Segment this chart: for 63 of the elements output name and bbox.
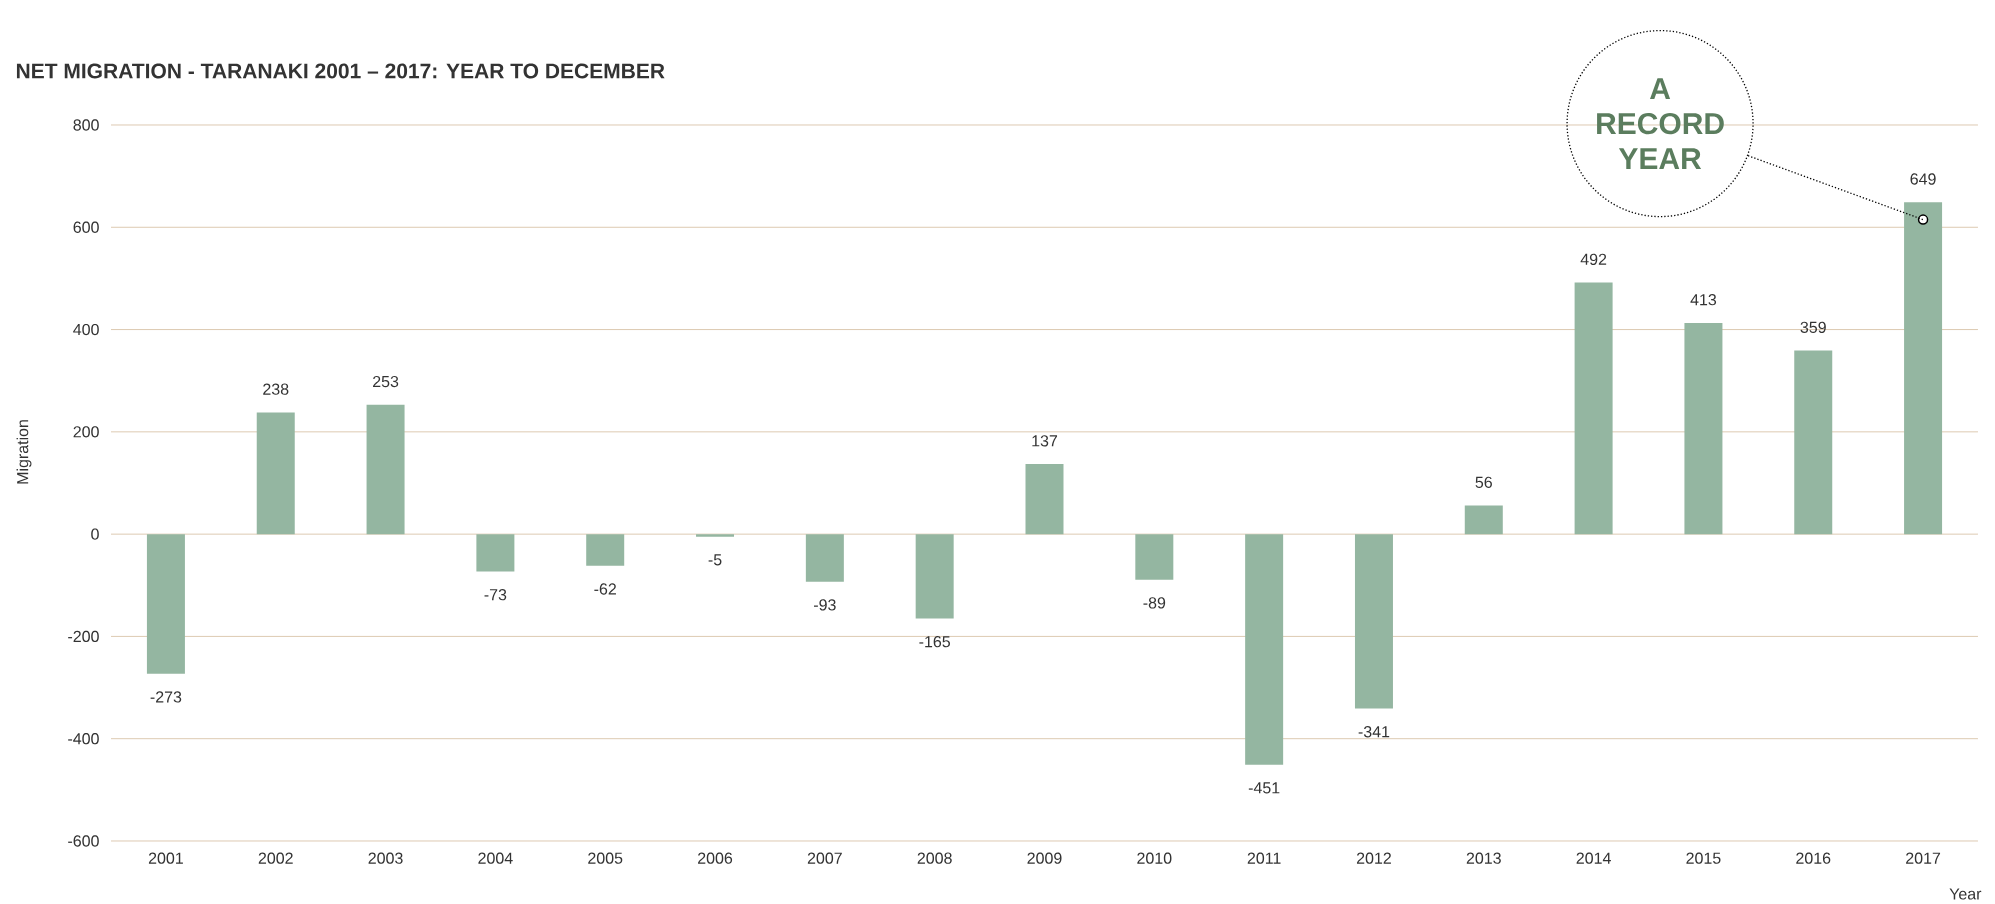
data-label: -62 (594, 583, 616, 595)
bar (1684, 322, 1723, 535)
data-label: -5 (708, 554, 722, 566)
data-label: -93 (814, 599, 836, 611)
bar (1245, 534, 1284, 765)
bar (805, 534, 844, 582)
y-tick-label: -600 (68, 835, 99, 847)
bar (256, 412, 295, 535)
data-label: -451 (1248, 782, 1280, 794)
x-tick-label: 2012 (1356, 852, 1391, 864)
x-tick-label: 2005 (588, 852, 623, 864)
x-tick-label: 2016 (1796, 852, 1831, 864)
data-label: -341 (1358, 726, 1390, 738)
x-tick-label: 2003 (368, 852, 403, 864)
data-label: -89 (1143, 597, 1166, 609)
y-tick-label: 400 (73, 323, 99, 336)
data-label: -73 (484, 589, 507, 601)
data-label: 649 (1910, 173, 1936, 185)
y-tick-label: -200 (68, 630, 99, 643)
bar (915, 534, 954, 619)
chart-title: NET MIGRATION - TARANAKI 2001 – 2017: YEAR TO DECEMBER (16, 63, 665, 79)
data-label: 56 (1475, 476, 1492, 488)
x-tick-label: 2017 (1906, 852, 1941, 864)
bar (696, 534, 735, 537)
x-tick-label: 2009 (1027, 852, 1062, 864)
data-label: -273 (150, 691, 182, 703)
y-tick-label: -400 (68, 733, 99, 745)
data-label: 137 (1032, 435, 1058, 447)
y-tick-label: 200 (73, 426, 99, 438)
y-tick-label: 0 (91, 528, 99, 540)
x-tick-label: 2011 (1247, 852, 1281, 864)
bar (476, 534, 515, 572)
x-tick-label: 2007 (807, 852, 842, 864)
data-label: 359 (1800, 321, 1826, 333)
y-axis-title: Migration (16, 420, 32, 484)
annotation: A RECORD YEAR (1597, 78, 1724, 169)
bar (1794, 350, 1833, 535)
data-label: 413 (1690, 294, 1717, 306)
bar (1464, 505, 1503, 535)
x-axis-title: Year (1949, 888, 1982, 900)
bar (1354, 534, 1393, 709)
x-tick-label: 2006 (698, 852, 733, 864)
x-tick-label: 2002 (258, 852, 293, 864)
data-label: -165 (919, 636, 950, 648)
bar (1025, 464, 1064, 535)
data-label: 238 (263, 383, 289, 395)
y-tick-label: 800 (73, 119, 99, 131)
bar (366, 404, 405, 535)
x-tick-label: 2004 (478, 852, 513, 864)
x-tick-label: 2010 (1137, 852, 1172, 864)
x-tick-label: 2015 (1686, 852, 1721, 864)
x-tick-label: 2008 (917, 852, 952, 864)
data-label: 492 (1580, 253, 1607, 265)
bar (1574, 282, 1613, 535)
bar (146, 534, 185, 674)
y-tick-label: 600 (73, 221, 99, 233)
bar (1135, 534, 1174, 580)
data-label: 253 (373, 375, 399, 388)
bar (586, 534, 625, 566)
x-tick-label: 2001 (148, 852, 183, 864)
x-tick-label: 2013 (1466, 852, 1501, 864)
x-tick-label: 2014 (1576, 852, 1611, 864)
bar (1904, 202, 1943, 535)
